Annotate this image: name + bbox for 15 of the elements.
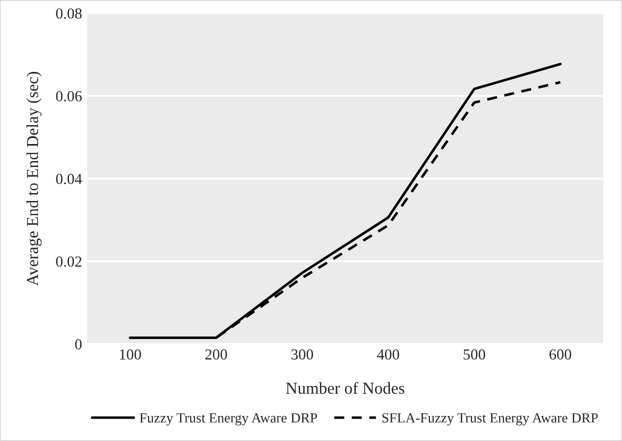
y-tick-label: 0.06	[56, 91, 82, 102]
x-axis-title: Number of Nodes	[286, 382, 404, 394]
legend-label: Fuzzy Trust Energy Aware DRP	[140, 413, 318, 426]
y-tick-label: 0.08	[56, 8, 82, 19]
x-tick-label: 200	[205, 349, 228, 360]
y-axis-title: Average End to End Delay (sec)	[26, 72, 42, 286]
legend-label: SFLA-Fuzzy Trust Energy Aware DRP	[382, 413, 598, 426]
y-tick-label: 0	[75, 339, 82, 350]
x-tick-label: 500	[464, 349, 486, 360]
x-tick-label: 600	[550, 349, 572, 360]
y-tick-label: 0.02	[56, 256, 82, 267]
x-tick-label: 100	[120, 349, 141, 360]
x-tick-label: 300	[291, 349, 314, 360]
x-tick-label: 400	[377, 349, 400, 360]
y-tick-label: 0.04	[56, 174, 82, 184]
